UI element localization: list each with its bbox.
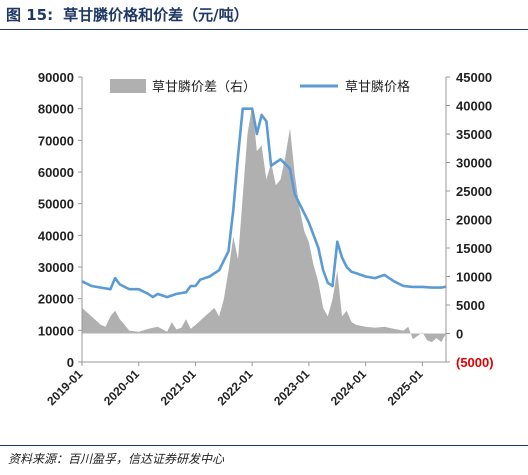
spread-area-layer [82,105,446,343]
x-tick-label: 2024-01 [328,367,369,408]
price-line-layer [81,107,447,299]
right-tick-label: 20000 [456,213,492,228]
left-tick-label: 30000 [38,260,74,275]
legend: 草甘膦价差（右） 草甘膦价格 [110,79,410,95]
price-spread-chart: 0100002000030000400005000060000700008000… [38,70,494,408]
x-tick-label: 2022-01 [214,367,255,408]
legend-price-label: 草甘膦价格 [345,79,410,95]
left-tick-label: 20000 [38,292,74,307]
title-divider [0,29,528,30]
left-tick-label: 90000 [38,70,74,85]
right-tick-label: 10000 [456,270,492,285]
x-tick-label: 2020-01 [101,367,142,408]
spread-area [82,105,446,343]
x-tick-label: 2021-01 [158,367,199,408]
left-tick-label: 50000 [38,197,74,212]
right-tick-label: (5000) [456,355,494,370]
x-tick-label: 2023-01 [271,367,312,408]
right-tick-label: 40000 [456,99,492,114]
x-tick-label: 2025-01 [385,367,426,408]
right-tick-label: 0 [456,327,463,342]
figure-title: 图 15: 草甘膦价格和价差（元/吨） [6,4,249,25]
source-divider [0,445,528,446]
left-tick-label: 10000 [38,323,74,338]
right-tick-label: 35000 [456,127,492,142]
left-tick-label: 70000 [38,133,74,148]
right-tick-label: 25000 [456,184,492,199]
figure-number: 图 15: [6,6,54,24]
right-tick-label: 5000 [456,298,485,313]
x-tick-label: 2019-01 [44,367,85,408]
price-line [81,107,447,299]
legend-spread-label: 草甘膦价差（右） [152,80,256,95]
right-tick-label: 30000 [456,156,492,171]
right-tick-label: 15000 [456,241,492,256]
legend-spread-swatch [110,79,146,93]
left-tick-label: 80000 [38,102,74,117]
left-tick-label: 40000 [38,228,74,243]
source-note: 资料来源：百川盈孚，信达证券研发中心 [8,452,225,466]
figure-caption: 草甘膦价格和价差（元/吨） [63,6,249,24]
left-tick-label: 60000 [38,165,74,180]
right-tick-label: 45000 [456,70,492,85]
left-tick-label: 0 [67,355,74,370]
